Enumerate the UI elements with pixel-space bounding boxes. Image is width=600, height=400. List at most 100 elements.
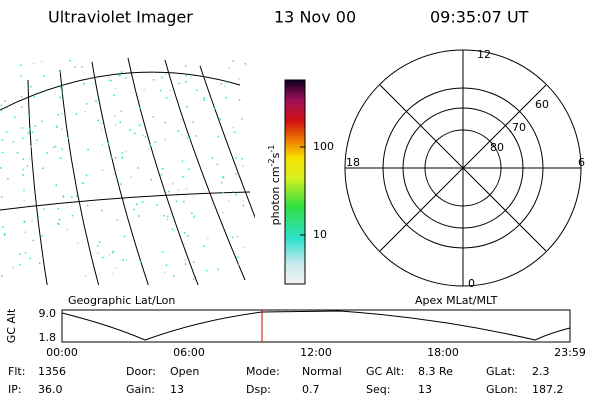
- speckle: [66, 228, 68, 231]
- speckle: [107, 143, 110, 145]
- speckle: [110, 79, 112, 82]
- speckle: [0, 275, 3, 277]
- speckle: [130, 176, 132, 178]
- speckle: [57, 114, 59, 116]
- speckle: [115, 267, 117, 269]
- speckle: [203, 99, 205, 101]
- speckle: [183, 243, 186, 246]
- speckle: [220, 181, 223, 184]
- info-label: Door:: [126, 365, 156, 378]
- speckle: [139, 261, 142, 263]
- speckle: [31, 131, 34, 134]
- polar-plot: 12 6 0 18 80 70 60: [344, 48, 585, 290]
- speckle: [0, 104, 3, 107]
- speckle: [6, 106, 8, 109]
- speckle: [62, 195, 65, 197]
- speckle: [27, 132, 30, 134]
- info-value: 36.0: [38, 383, 63, 396]
- speckle: [171, 228, 174, 230]
- speckle: [142, 134, 144, 137]
- speckle: [187, 168, 190, 170]
- info-value: 1356: [38, 365, 66, 378]
- speckle: [60, 112, 63, 115]
- speckle: [232, 126, 235, 129]
- speckle: [43, 75, 45, 77]
- speckle: [137, 125, 140, 127]
- speckle: [5, 131, 8, 133]
- colorbar-label: photon cm-2s-1: [267, 145, 283, 226]
- speckle: [61, 92, 63, 95]
- speckle: [57, 207, 60, 210]
- speckle: [81, 66, 83, 68]
- speckle: [83, 83, 85, 85]
- superscript: -2: [267, 158, 276, 166]
- speckle: [161, 76, 163, 79]
- speckle: [2, 226, 4, 228]
- speckle: [87, 148, 89, 151]
- speckle: [154, 141, 156, 143]
- hour-label: 0: [468, 277, 475, 290]
- speckle: [193, 216, 195, 219]
- speckle: [234, 131, 236, 133]
- speckle: [164, 121, 167, 124]
- speckle: [168, 190, 170, 193]
- speckle: [34, 125, 36, 127]
- speckle: [115, 157, 117, 159]
- info-value: Open: [170, 365, 199, 378]
- speckle: [139, 107, 141, 109]
- speckle: [212, 204, 215, 206]
- speckle: [184, 259, 186, 261]
- speckle: [242, 204, 245, 207]
- speckle: [143, 89, 145, 91]
- speckle: [59, 71, 62, 73]
- speckle: [136, 203, 138, 205]
- speckle: [156, 204, 158, 206]
- speckle: [185, 74, 187, 77]
- speckle: [181, 134, 183, 136]
- x-tick-label: 12:00: [300, 346, 332, 359]
- speckle: [13, 116, 16, 118]
- speckle: [115, 124, 117, 126]
- speckle: [4, 233, 6, 235]
- speckle: [101, 169, 104, 171]
- speckle: [185, 81, 187, 83]
- header: Ultraviolet Imager 13 Nov 00 09:35:07 UT: [48, 8, 529, 27]
- speckle: [207, 237, 209, 240]
- speckle: [182, 176, 184, 178]
- speckle: [244, 63, 247, 65]
- speckle: [57, 222, 59, 225]
- speckle: [120, 110, 123, 113]
- speckle: [62, 196, 65, 198]
- speckle: [173, 229, 176, 232]
- speckle: [97, 119, 99, 122]
- info-value: 0.7: [302, 383, 320, 396]
- map: [0, 57, 255, 285]
- speckle: [125, 77, 127, 79]
- speckle: [12, 266, 14, 269]
- speckle: [222, 191, 224, 194]
- speckle: [237, 256, 239, 259]
- timeline: GC Alt 9.0 1.8 00:00 06:00 12:00 18:00 2…: [5, 307, 586, 359]
- colorbar: [284, 79, 306, 285]
- speckle: [241, 118, 243, 120]
- speckle: [165, 73, 167, 75]
- info-value: 8.3 Re: [418, 365, 453, 378]
- speckle: [85, 103, 88, 105]
- x-tick-label: 18:00: [427, 346, 459, 359]
- speckle: [112, 250, 115, 252]
- speckle: [12, 141, 15, 143]
- speckle: [124, 151, 127, 153]
- speckle: [195, 135, 197, 137]
- speckle: [220, 83, 223, 85]
- speckle: [166, 218, 168, 221]
- speckle: [16, 152, 19, 154]
- speckle: [185, 188, 188, 190]
- speckle: [177, 130, 180, 132]
- speckle: [75, 113, 78, 115]
- speckle: [31, 220, 33, 222]
- speckle: [165, 97, 168, 99]
- speckle: [184, 263, 187, 265]
- speckle: [56, 126, 58, 128]
- speckle: [0, 110, 3, 112]
- speckle: [189, 137, 191, 139]
